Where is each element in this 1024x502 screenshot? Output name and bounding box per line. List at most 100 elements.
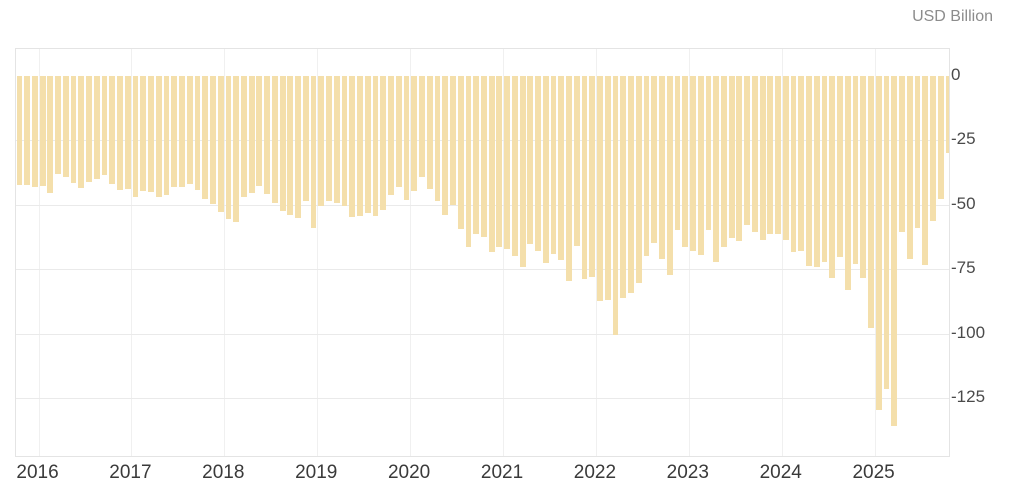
bar-2018-10[interactable] xyxy=(295,75,301,218)
bar-2021-07[interactable] xyxy=(550,75,557,254)
bar-2020-03[interactable] xyxy=(426,75,433,189)
bar-2017-09[interactable] xyxy=(194,75,201,190)
bar-2023-11[interactable] xyxy=(767,75,774,234)
bar-2019-12[interactable] xyxy=(403,75,410,201)
bar-2021-01[interactable] xyxy=(504,75,511,249)
bar-2016-04[interactable] xyxy=(62,75,69,177)
bar-2019-03[interactable] xyxy=(333,75,340,204)
bar-2024-02[interactable] xyxy=(790,75,797,252)
bar-2024-03[interactable] xyxy=(798,75,805,251)
bar-2017-01[interactable] xyxy=(132,75,139,198)
bar-2025-10[interactable] xyxy=(945,75,949,153)
bar-2023-02[interactable] xyxy=(697,75,704,255)
bar-2021-04[interactable] xyxy=(527,75,534,245)
bar-2021-05[interactable] xyxy=(535,75,541,251)
bar-2021-12[interactable] xyxy=(589,75,596,277)
bar-2023-09[interactable] xyxy=(751,75,758,233)
bar-2022-04[interactable] xyxy=(620,75,627,298)
bar-2018-11[interactable] xyxy=(302,75,309,202)
bar-2023-08[interactable] xyxy=(744,75,751,226)
bar-2024-12[interactable] xyxy=(868,75,874,329)
bar-2025-07[interactable] xyxy=(922,75,929,266)
bar-2018-02[interactable] xyxy=(233,75,240,223)
bar-2020-12[interactable] xyxy=(496,75,503,247)
bar-2017-03[interactable] xyxy=(148,75,154,192)
bar-2019-01[interactable] xyxy=(318,75,325,206)
bar-2023-05[interactable] xyxy=(720,75,727,247)
bar-2019-09[interactable] xyxy=(380,75,387,210)
bar-2019-05[interactable] xyxy=(349,75,356,217)
bar-2018-12[interactable] xyxy=(310,75,317,229)
bar-2024-11[interactable] xyxy=(860,75,867,278)
bar-2022-09[interactable] xyxy=(659,75,665,260)
bar-2025-03[interactable] xyxy=(891,75,898,427)
bar-2019-07[interactable] xyxy=(364,75,371,214)
bar-2022-03[interactable] xyxy=(612,75,619,335)
bar-2022-11[interactable] xyxy=(674,75,681,231)
bar-2018-08[interactable] xyxy=(279,75,286,212)
bar-2025-08[interactable] xyxy=(930,75,936,222)
bar-2025-02[interactable] xyxy=(883,75,890,389)
bar-2025-06[interactable] xyxy=(914,75,921,228)
bar-2021-06[interactable] xyxy=(542,75,549,263)
bar-2025-09[interactable] xyxy=(937,75,944,200)
bar-2016-09[interactable] xyxy=(101,75,108,175)
bar-2016-02[interactable] xyxy=(47,75,54,193)
bar-2019-06[interactable] xyxy=(357,75,363,217)
bar-2022-12[interactable] xyxy=(682,75,689,248)
bar-2024-09[interactable] xyxy=(844,75,851,290)
bar-2022-06[interactable] xyxy=(635,75,642,283)
bar-2023-06[interactable] xyxy=(728,75,735,239)
bar-2016-12[interactable] xyxy=(124,75,131,190)
bar-2022-08[interactable] xyxy=(651,75,658,244)
bar-2025-04[interactable] xyxy=(899,75,905,233)
bar-2023-03[interactable] xyxy=(705,75,712,231)
bar-2024-05[interactable] xyxy=(813,75,820,268)
bar-2018-01[interactable] xyxy=(225,75,232,219)
bar-2018-06[interactable] xyxy=(264,75,271,195)
bar-2025-05[interactable] xyxy=(906,75,913,259)
bar-2024-10[interactable] xyxy=(852,75,859,265)
bar-2024-08[interactable] xyxy=(837,75,843,257)
bar-2021-08[interactable] xyxy=(558,75,565,260)
bar-2022-01[interactable] xyxy=(597,75,603,301)
bar-2022-07[interactable] xyxy=(643,75,650,256)
bar-2018-05[interactable] xyxy=(256,75,263,186)
bar-2016-05[interactable] xyxy=(70,75,77,184)
bar-2018-03[interactable] xyxy=(241,75,247,197)
bar-2017-10[interactable] xyxy=(202,75,209,200)
bar-2017-02[interactable] xyxy=(140,75,147,191)
bar-2020-11[interactable] xyxy=(488,75,495,252)
bar-2022-05[interactable] xyxy=(628,75,634,293)
bar-2024-01[interactable] xyxy=(782,75,789,240)
bar-2020-02[interactable] xyxy=(419,75,425,177)
bar-2022-02[interactable] xyxy=(604,75,611,301)
bar-2017-07[interactable] xyxy=(179,75,185,187)
bar-2023-04[interactable] xyxy=(713,75,720,262)
bar-2017-12[interactable] xyxy=(217,75,224,213)
bar-2020-08[interactable] xyxy=(465,75,472,247)
bar-2017-04[interactable] xyxy=(155,75,162,197)
bar-2019-02[interactable] xyxy=(326,75,332,202)
bar-2023-07[interactable] xyxy=(736,75,743,241)
bar-2019-08[interactable] xyxy=(372,75,379,216)
bar-2023-01[interactable] xyxy=(690,75,696,252)
bar-2020-09[interactable] xyxy=(473,75,480,235)
bar-2024-04[interactable] xyxy=(806,75,812,267)
bar-2021-11[interactable] xyxy=(581,75,588,279)
bar-2023-12[interactable] xyxy=(775,75,781,235)
bar-2019-11[interactable] xyxy=(395,75,402,187)
bar-2020-01[interactable] xyxy=(411,75,418,191)
bar-2015-12[interactable] xyxy=(31,75,38,187)
bar-2018-04[interactable] xyxy=(248,75,255,194)
bar-2016-01[interactable] xyxy=(39,75,46,187)
bar-2015-10[interactable] xyxy=(16,75,23,186)
bar-2017-11[interactable] xyxy=(210,75,216,205)
bar-2022-10[interactable] xyxy=(666,75,673,275)
bar-2019-04[interactable] xyxy=(341,75,348,207)
bar-2021-02[interactable] xyxy=(511,75,518,256)
bar-2020-05[interactable] xyxy=(442,75,449,216)
bar-2018-07[interactable] xyxy=(271,75,278,203)
bar-2024-06[interactable] xyxy=(821,75,828,263)
bar-2017-05[interactable] xyxy=(163,75,170,195)
